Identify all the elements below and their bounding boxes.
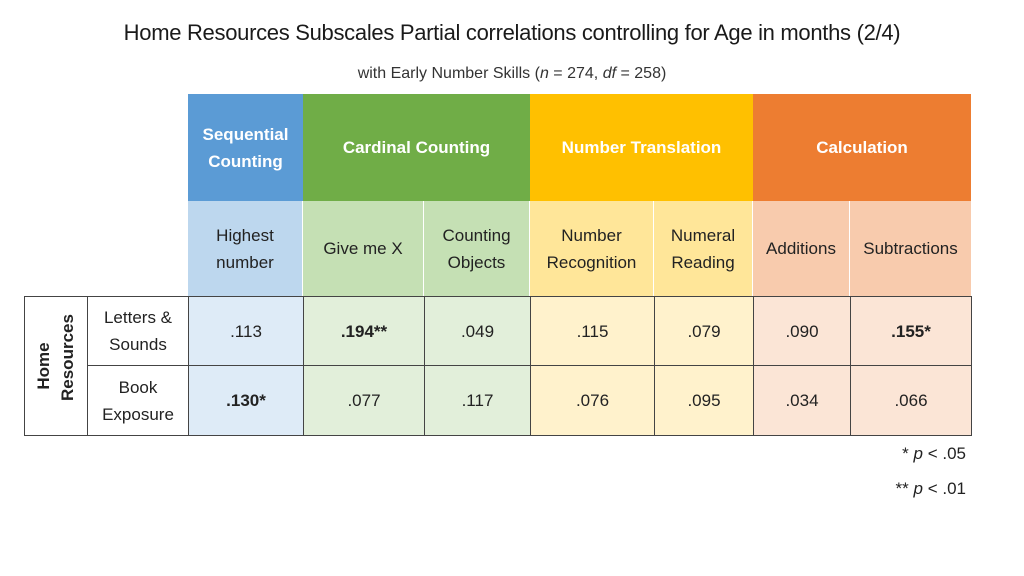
column-header-counting-objects: Counting Objects — [424, 201, 530, 297]
footnote-prefix: * — [902, 444, 914, 463]
row-label: Book Exposure — [102, 377, 174, 424]
table-cell: .034 — [754, 366, 851, 436]
column-header-label: Counting Objects — [442, 225, 511, 272]
subtitle-df-text: = 258) — [616, 65, 667, 82]
row-label-letters-sounds: Letters & Sounds — [88, 296, 189, 366]
column-header-numeral-reading: Numeral Reading — [654, 201, 753, 297]
cell-value: .077 — [347, 391, 381, 410]
table-cell: .076 — [531, 366, 655, 436]
column-header-give-me-x: Give me X — [303, 201, 424, 297]
group-header-cardinal-counting: Cardinal Counting — [303, 94, 530, 201]
cell-value: .034 — [785, 391, 819, 410]
group-header-sequential-counting: Sequential Counting — [188, 94, 303, 201]
table-cell: .095 — [655, 366, 754, 436]
cell-value: .076 — [575, 391, 610, 410]
row-label: Letters & Sounds — [103, 308, 173, 354]
column-header-number-recognition: Number Recognition — [530, 201, 654, 297]
cell-value: .095 — [687, 391, 721, 410]
table-cell: .077 — [304, 366, 425, 436]
row-group-cell — [24, 296, 88, 436]
subtitle-df-label: df — [602, 65, 617, 82]
footnote-suffix: < .01 — [922, 479, 966, 498]
table-cell: .117 — [425, 366, 531, 436]
subtitle-prefix: with Early Number Skills ( — [357, 65, 540, 82]
table-cell: .130* — [189, 366, 304, 436]
cell-value: .115 — [576, 321, 609, 341]
group-header-label: Calculation — [816, 138, 908, 157]
group-header-number-translation: Number Translation — [530, 94, 753, 201]
column-header-label: Subtractions — [863, 239, 958, 258]
subtitle-n-text: = 274, — [548, 65, 603, 82]
column-header-subtractions: Subtractions — [850, 201, 971, 297]
cell-value: .049 — [460, 321, 495, 341]
row-group-label: Home Resources — [33, 314, 77, 401]
cell-value: .079 — [687, 321, 721, 341]
column-header-highest-number: Highest number — [188, 201, 303, 297]
page-title: Home Resources Subscales Partial correla… — [123, 20, 901, 45]
cell-value: .066 — [894, 391, 928, 410]
table-cell: .155* — [851, 296, 972, 366]
cell-value: .090 — [785, 321, 819, 341]
table-cell: .194** — [304, 296, 425, 366]
row-label-book-exposure: Book Exposure — [88, 366, 189, 436]
subtitle-n-label: n — [539, 65, 549, 82]
table-cell: .115 — [531, 296, 655, 366]
table-cell: .090 — [754, 296, 851, 366]
footnote-p: p — [913, 444, 923, 463]
footnote-suffix: < .05 — [922, 444, 966, 463]
cell-value: .113 — [230, 321, 262, 341]
group-header-calculation: Calculation — [753, 94, 971, 201]
column-header-label: Highest number — [216, 225, 274, 272]
table-cell: .113 — [189, 296, 304, 366]
table-cell: .079 — [655, 296, 754, 366]
cell-value: .194** — [340, 321, 388, 341]
footnote-prefix: ** — [895, 479, 914, 498]
page-subtitle: with Early Number Skills (n = 274, df = … — [0, 65, 1024, 83]
footnote-p05: * p < .05 — [902, 444, 966, 464]
cell-value: .117 — [461, 391, 494, 410]
column-header-label: Give me X — [323, 239, 403, 258]
column-header-label: Additions — [766, 239, 836, 258]
row-group-label-wrap: Home Resources — [24, 297, 87, 435]
cell-value: .130* — [226, 391, 266, 410]
group-header-label: Number Translation — [561, 138, 722, 157]
column-header-additions: Additions — [753, 201, 850, 297]
group-header-label: Cardinal Counting — [342, 138, 491, 157]
footnote-p01: ** p < .01 — [896, 479, 966, 499]
table-cell: .066 — [851, 366, 972, 436]
group-header-label: Sequential Counting — [202, 124, 289, 171]
footnote-p: p — [913, 479, 923, 498]
table-cell: .049 — [425, 296, 531, 366]
column-header-label: Numeral Reading — [670, 225, 736, 272]
column-header-label: Number Recognition — [546, 225, 637, 272]
cell-value: .155* — [891, 321, 931, 341]
